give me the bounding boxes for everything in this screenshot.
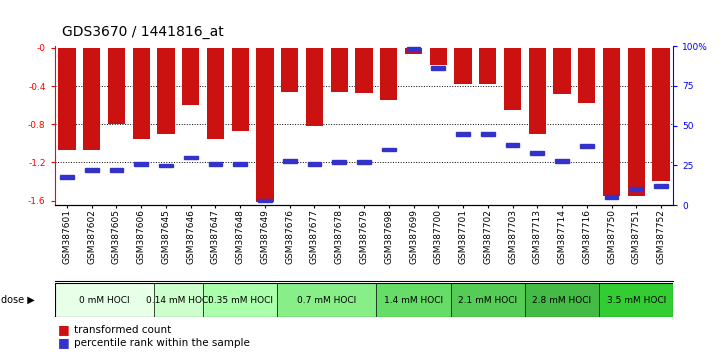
Bar [555, 159, 569, 162]
Bar [456, 132, 470, 136]
Bar [355, 48, 373, 93]
Bar [83, 48, 100, 150]
Bar [85, 169, 98, 172]
Bar [454, 48, 472, 84]
Bar [184, 156, 197, 159]
Bar [580, 144, 593, 148]
Text: 2.1 mM HOCl: 2.1 mM HOCl [458, 296, 518, 304]
Bar [135, 162, 148, 166]
Bar [306, 48, 323, 126]
Text: 3.5 mM HOCl: 3.5 mM HOCl [606, 296, 666, 304]
Bar [376, 283, 451, 317]
Bar [382, 148, 395, 152]
Bar [654, 184, 668, 188]
Bar [652, 48, 670, 182]
Bar [159, 164, 173, 167]
Bar [308, 162, 321, 166]
Bar [578, 48, 596, 103]
Text: 0.7 mM HOCl: 0.7 mM HOCl [297, 296, 357, 304]
Text: ■: ■ [58, 324, 70, 336]
Bar [479, 48, 496, 84]
Text: 0 mM HOCl: 0 mM HOCl [79, 296, 130, 304]
Bar [451, 283, 525, 317]
Bar [599, 283, 673, 317]
Text: GDS3670 / 1441816_at: GDS3670 / 1441816_at [62, 25, 223, 39]
Bar [203, 283, 277, 317]
Bar [281, 48, 298, 92]
Bar [258, 199, 272, 202]
Text: dose ▶: dose ▶ [1, 295, 35, 305]
Bar [506, 143, 519, 147]
Text: 2.8 mM HOCl: 2.8 mM HOCl [532, 296, 592, 304]
Text: transformed count: transformed count [74, 325, 172, 335]
Bar [531, 151, 544, 155]
Bar [234, 162, 247, 166]
Bar [628, 48, 645, 196]
Text: percentile rank within the sample: percentile rank within the sample [74, 338, 250, 348]
Text: ■: ■ [58, 336, 70, 349]
Bar [333, 160, 346, 164]
Bar [283, 159, 296, 162]
Bar [157, 48, 175, 134]
Bar [407, 47, 420, 51]
Bar [132, 48, 150, 138]
Bar [357, 160, 371, 164]
Bar [525, 283, 599, 317]
Bar [331, 48, 348, 92]
Bar [430, 48, 447, 65]
Bar [380, 48, 397, 101]
Bar [529, 48, 546, 134]
Bar [207, 48, 224, 138]
Text: 1.4 mM HOCl: 1.4 mM HOCl [384, 296, 443, 304]
Bar [209, 162, 222, 166]
Bar [182, 48, 199, 105]
Bar [504, 48, 521, 110]
Bar [605, 195, 618, 199]
Bar [55, 283, 154, 317]
Bar [603, 48, 620, 196]
Bar [256, 48, 274, 202]
Bar [58, 48, 76, 150]
Bar [481, 132, 494, 136]
Text: 0.14 mM HOCl: 0.14 mM HOCl [146, 296, 211, 304]
Bar [277, 283, 376, 317]
Bar [405, 48, 422, 54]
Bar [232, 48, 249, 131]
Bar [630, 188, 643, 191]
Bar [154, 283, 203, 317]
Bar [108, 48, 125, 124]
Bar [60, 175, 74, 178]
Bar [553, 48, 571, 94]
Text: 0.35 mM HOCl: 0.35 mM HOCl [207, 296, 273, 304]
Bar [432, 67, 445, 70]
Bar [110, 169, 123, 172]
